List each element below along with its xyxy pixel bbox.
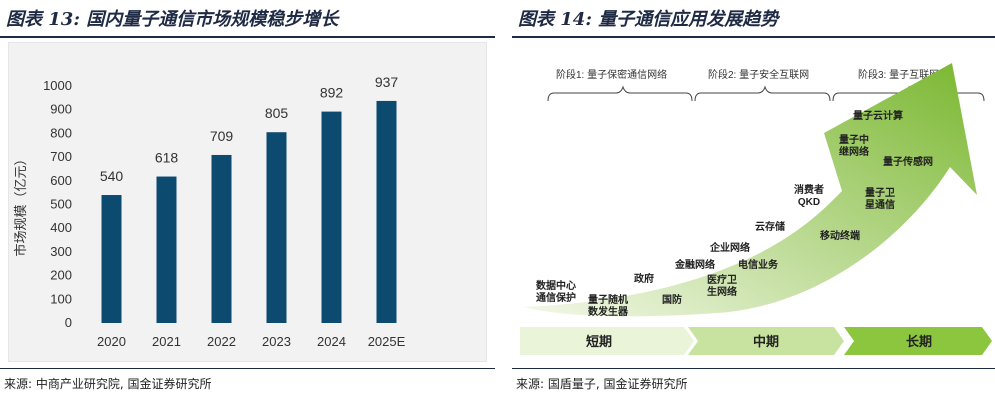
application-label: 企业网络 [709, 241, 750, 254]
phase-short-label: 短期 [586, 334, 612, 349]
stage-2-label: 阶段2: 量子安全互联网 [708, 68, 809, 81]
data-label: 805 [265, 105, 289, 121]
figure-13-source: 来源: 中商产业研究院, 国金证券研究所 [4, 377, 212, 391]
bar [101, 195, 122, 323]
phase-long-bar [844, 327, 992, 355]
x-tick-label: 2023 [262, 334, 291, 349]
phase-short-bar [520, 327, 694, 355]
figure-14-title: 图表 14: 量子通信应用发展趋势 [518, 9, 779, 30]
application-label: 量子传感网 [883, 155, 933, 168]
data-label: 892 [320, 85, 344, 101]
application-label: 量子随机数发生器 [588, 293, 629, 318]
y-tick-label: 1000 [43, 78, 72, 93]
source-rule [0, 368, 495, 369]
stage-1-label: 阶段1: 量子保密通信网络 [556, 68, 667, 81]
phase-mid-label: 中期 [753, 334, 779, 349]
y-tick-label: 800 [50, 125, 72, 140]
bar [211, 154, 232, 323]
y-tick-label: 600 [50, 173, 72, 188]
figure-13-title: 图表 13: 国内量子通信市场规模稳步增长 [6, 9, 339, 30]
y-tick-label: 500 [50, 197, 72, 212]
data-label: 540 [100, 168, 124, 184]
x-tick-label: 2025E [368, 334, 406, 349]
stage-3-label: 阶段3: 量子互联网 [858, 68, 939, 81]
title-rule [512, 36, 995, 38]
application-label: 金融网络 [674, 258, 715, 271]
y-tick-label: 300 [50, 244, 72, 259]
market-size-chart: 0 100 200 300 400 500 600 700 800 900 1000 市场规模（亿元）… [8, 42, 487, 362]
application-label: 量子卫星通信 [865, 186, 895, 211]
title-rule [0, 36, 495, 38]
data-label: 709 [210, 128, 234, 144]
application-label: 移动终端 [820, 229, 860, 242]
bar [156, 176, 177, 323]
x-tick-label: 2020 [97, 334, 126, 349]
phase-mid-bar [688, 327, 844, 355]
growth-arrow [524, 63, 977, 317]
stage-1-brace [547, 85, 693, 102]
application-label: 医疗卫生网络 [707, 273, 737, 298]
application-label: 消费者 QKD [794, 183, 824, 208]
y-tick-label: 200 [50, 268, 72, 283]
source-rule [512, 368, 995, 369]
bar-chart-svg: 0 100 200 300 400 500 600 700 800 900 1000 市场规模（亿元）… [13, 74, 406, 349]
data-label: 618 [155, 150, 179, 166]
bar [376, 100, 397, 323]
trend-diagram: 阶段1: 量子保密通信网络 阶段2: 量子安全互联网 阶段3: 量子互联网 短期… [520, 63, 992, 355]
figure-14-source: 来源: 国盾量子, 国金证券研究所 [516, 377, 688, 391]
phase-long-label: 长期 [906, 334, 932, 349]
y-tick-label: 900 [50, 102, 72, 117]
y-axis-label: 市场规模（亿元） [13, 152, 28, 256]
bar [266, 132, 287, 323]
y-tick-label: 400 [50, 220, 72, 235]
application-label: 云存储 [755, 220, 785, 233]
y-tick-label: 0 [65, 315, 72, 330]
x-tick-label: 2024 [317, 334, 346, 349]
application-label: 数据中心通信保护 [536, 279, 576, 304]
x-tick-label: 2021 [152, 334, 181, 349]
x-tick-label: 2022 [207, 334, 236, 349]
bar [321, 111, 342, 323]
y-tick-label: 100 [50, 291, 72, 306]
application-label: 政府 [634, 272, 654, 285]
application-label: 量子云计算 [853, 109, 903, 122]
application-label: 量子中继网络 [839, 133, 869, 158]
stage-2-brace [694, 85, 831, 102]
data-label: 937 [375, 74, 399, 90]
right-panel: 图表 14: 量子通信应用发展趋势 阶段1: 量子保密通信网络 阶段2: 量子安… [512, 0, 995, 400]
application-label: 电信业务 [738, 258, 779, 271]
application-label: 国防 [662, 293, 682, 306]
left-panel: 图表 13: 国内量子通信市场规模稳步增长 0 100 200 300 400 500 60… [0, 0, 495, 400]
y-tick-label: 700 [50, 149, 72, 164]
